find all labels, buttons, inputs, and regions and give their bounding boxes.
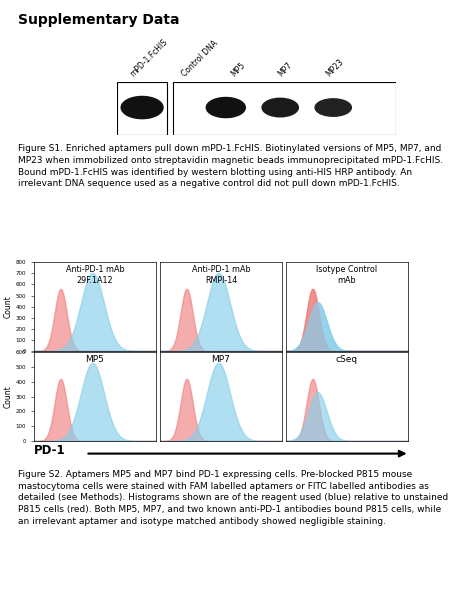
Text: PD-1: PD-1 <box>34 444 65 457</box>
Text: mPD-1.FcHIS: mPD-1.FcHIS <box>128 37 169 78</box>
Text: MP23: MP23 <box>324 57 345 78</box>
Text: MP7: MP7 <box>212 355 230 364</box>
Ellipse shape <box>315 99 351 116</box>
Text: Figure S2. Aptamers MP5 and MP7 bind PD-1 expressing cells. Pre-blocked P815 mou: Figure S2. Aptamers MP5 and MP7 bind PD-… <box>18 470 448 526</box>
Y-axis label: Count: Count <box>4 295 13 318</box>
Ellipse shape <box>121 97 163 119</box>
Y-axis label: Count: Count <box>4 385 13 408</box>
Ellipse shape <box>206 98 245 118</box>
Text: Figure S1. Enriched aptamers pull down mPD-1.FcHIS. Biotinylated versions of MP5: Figure S1. Enriched aptamers pull down m… <box>18 144 443 188</box>
Text: Anti-PD-1 mAb
RMPI-14: Anti-PD-1 mAb RMPI-14 <box>192 265 250 285</box>
Text: MP5: MP5 <box>86 355 104 364</box>
Text: Supplementary Data: Supplementary Data <box>18 13 180 27</box>
Text: Isotype Control
mAb: Isotype Control mAb <box>316 265 378 285</box>
Bar <box>173 82 396 135</box>
Text: MP5: MP5 <box>230 60 247 78</box>
Text: MP7: MP7 <box>277 60 294 78</box>
Text: cSeq: cSeq <box>336 355 358 364</box>
Text: Anti-PD-1 mAb
29F.1A12: Anti-PD-1 mAb 29F.1A12 <box>66 265 124 285</box>
Text: Control DNA: Control DNA <box>180 38 220 78</box>
Ellipse shape <box>262 98 298 117</box>
Bar <box>117 82 167 135</box>
